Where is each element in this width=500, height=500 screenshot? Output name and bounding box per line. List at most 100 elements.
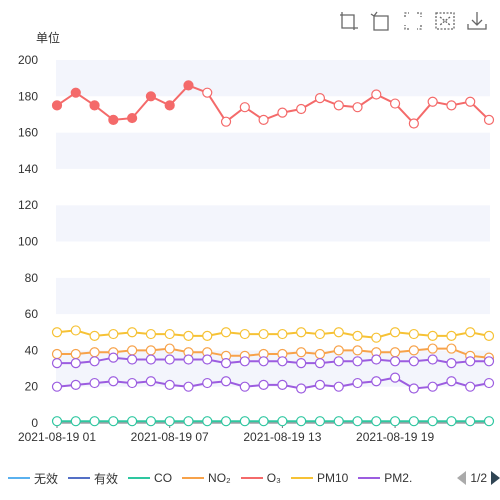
data-point[interactable] <box>333 381 344 392</box>
data-point[interactable] <box>183 381 194 392</box>
data-point[interactable] <box>127 416 138 427</box>
data-point[interactable] <box>145 416 157 427</box>
data-point[interactable] <box>352 102 363 113</box>
data-point[interactable] <box>127 377 138 389</box>
data-point[interactable] <box>89 377 100 389</box>
data-point[interactable] <box>446 343 457 354</box>
data-point[interactable] <box>427 416 438 427</box>
data-point[interactable] <box>389 372 401 383</box>
data-point[interactable] <box>371 354 382 365</box>
data-point[interactable] <box>239 381 250 392</box>
data-point[interactable] <box>427 330 438 341</box>
data-point[interactable] <box>408 416 419 427</box>
data-point[interactable] <box>108 328 119 340</box>
data-point[interactable] <box>164 328 175 340</box>
data-point[interactable] <box>258 416 269 427</box>
data-point[interactable] <box>277 379 288 390</box>
data-point[interactable] <box>427 354 438 365</box>
data-point[interactable] <box>465 381 476 392</box>
data-point[interactable] <box>296 103 307 115</box>
data-point[interactable] <box>183 354 194 365</box>
legend-item[interactable]: O₃ <box>240 471 281 485</box>
data-point[interactable] <box>70 325 81 336</box>
data-point[interactable] <box>483 114 495 125</box>
data-point[interactable] <box>89 416 100 427</box>
data-point[interactable] <box>371 416 382 427</box>
data-point[interactable] <box>277 356 288 367</box>
data-point[interactable] <box>70 87 81 98</box>
data-point[interactable] <box>51 100 63 111</box>
legend-item[interactable]: PM2. <box>358 471 412 485</box>
data-point[interactable] <box>164 343 175 354</box>
data-point[interactable] <box>483 416 495 427</box>
data-point[interactable] <box>427 343 438 354</box>
legend-item[interactable]: PM10 <box>290 471 348 485</box>
data-point[interactable] <box>408 356 419 367</box>
data-point[interactable] <box>70 416 81 427</box>
data-point[interactable] <box>239 102 250 113</box>
data-point[interactable] <box>296 358 307 369</box>
data-point[interactable] <box>314 358 326 369</box>
data-point[interactable] <box>89 347 100 358</box>
data-point[interactable] <box>258 328 269 340</box>
data-point[interactable] <box>465 327 476 338</box>
data-point[interactable] <box>465 96 476 107</box>
data-point[interactable] <box>352 356 363 367</box>
legend-item[interactable]: 有效 <box>68 470 118 487</box>
data-point[interactable] <box>446 358 457 369</box>
data-point[interactable] <box>446 376 457 387</box>
data-point[interactable] <box>427 381 438 392</box>
data-point[interactable] <box>333 327 344 338</box>
data-point[interactable] <box>70 379 81 390</box>
data-point[interactable] <box>220 358 232 369</box>
legend-item[interactable]: 无效 <box>8 470 58 487</box>
data-point[interactable] <box>51 327 63 338</box>
zoom-back-icon[interactable] <box>370 10 392 32</box>
data-point[interactable] <box>127 327 138 338</box>
data-point[interactable] <box>389 416 401 427</box>
data-point[interactable] <box>483 377 495 389</box>
data-point[interactable] <box>465 416 476 427</box>
data-point[interactable] <box>239 356 250 367</box>
data-point[interactable] <box>220 416 232 427</box>
data-point[interactable] <box>296 327 307 338</box>
data-point[interactable] <box>164 379 175 390</box>
data-point[interactable] <box>314 416 326 427</box>
data-point[interactable] <box>164 100 175 111</box>
data-point[interactable] <box>408 328 419 340</box>
data-point[interactable] <box>389 347 401 358</box>
data-point[interactable] <box>183 80 194 91</box>
data-point[interactable] <box>389 356 401 367</box>
data-point[interactable] <box>427 96 438 107</box>
data-point[interactable] <box>371 376 382 387</box>
data-point[interactable] <box>277 328 288 340</box>
data-point[interactable] <box>202 330 213 341</box>
data-point[interactable] <box>239 328 250 340</box>
data-point[interactable] <box>389 98 401 109</box>
chevron-left-icon[interactable] <box>457 471 467 485</box>
data-point[interactable] <box>446 330 457 341</box>
data-point[interactable] <box>446 416 457 427</box>
data-point[interactable] <box>408 118 419 129</box>
data-point[interactable] <box>352 377 363 389</box>
data-point[interactable] <box>108 352 119 363</box>
chevron-right-icon[interactable] <box>491 471 500 485</box>
data-point[interactable] <box>258 356 269 367</box>
data-point[interactable] <box>108 376 119 387</box>
data-point[interactable] <box>70 358 81 369</box>
data-point[interactable] <box>220 327 232 338</box>
data-point[interactable] <box>164 416 175 427</box>
data-point[interactable] <box>258 379 269 390</box>
data-point[interactable] <box>371 89 382 100</box>
data-point[interactable] <box>296 383 307 394</box>
data-point[interactable] <box>333 345 344 356</box>
data-point[interactable] <box>89 356 100 367</box>
data-point[interactable] <box>408 383 419 394</box>
data-point[interactable] <box>108 114 119 125</box>
data-point[interactable] <box>239 416 250 427</box>
data-point[interactable] <box>314 93 326 104</box>
data-point[interactable] <box>333 356 344 367</box>
data-point[interactable] <box>145 328 157 340</box>
data-point[interactable] <box>89 330 100 341</box>
data-point[interactable] <box>352 345 363 356</box>
